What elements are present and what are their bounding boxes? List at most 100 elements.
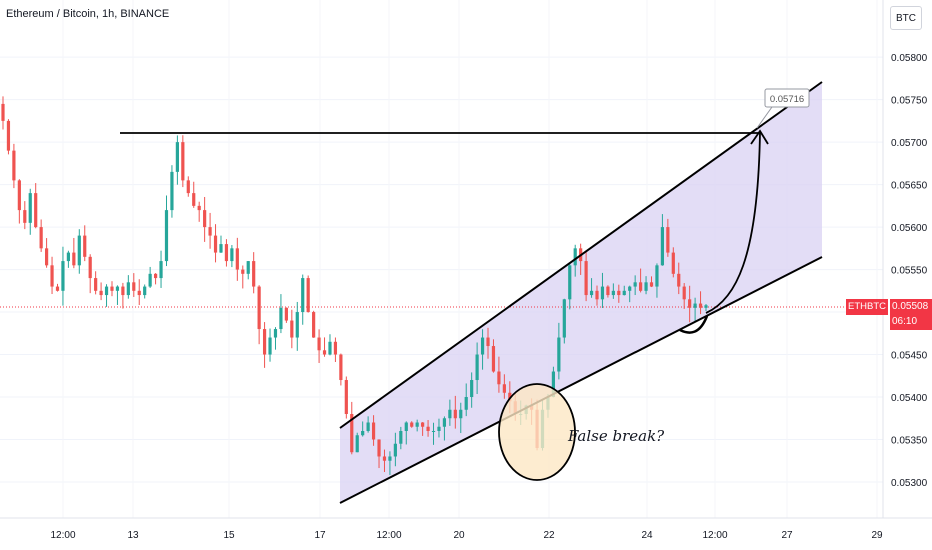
candle-body — [235, 248, 239, 270]
candle-body — [410, 422, 414, 427]
channel-upper-trendline[interactable] — [339, 81, 823, 429]
candle-body — [12, 150, 16, 181]
candle-body — [339, 354, 343, 381]
time-tick-label: 24 — [641, 530, 653, 541]
candle-body — [688, 299, 692, 308]
time-tick-label: 12:00 — [702, 530, 727, 541]
price-tick-label: 0.05300 — [891, 478, 928, 489]
time-tick-label: 17 — [314, 530, 326, 541]
candle-body — [34, 193, 38, 228]
candle-body — [633, 282, 637, 287]
candle-body — [350, 414, 354, 453]
time-tick-label: 13 — [127, 530, 139, 541]
candle-body — [502, 384, 506, 393]
candle-body — [268, 337, 272, 355]
candle-body — [655, 265, 659, 287]
candle-body — [290, 320, 294, 338]
candle-body — [486, 337, 490, 347]
candle-body — [497, 371, 501, 385]
candle-body — [88, 256, 92, 279]
candle-body — [606, 286, 610, 296]
candle-body — [115, 286, 120, 291]
candle-body — [644, 282, 648, 291]
candle-body — [421, 422, 425, 427]
candle-body — [344, 380, 348, 414]
ascending-channel-fill — [340, 82, 822, 503]
candle-body — [94, 278, 98, 291]
candle-body — [377, 439, 381, 457]
target-callout-pointer — [756, 106, 773, 129]
candle-body — [600, 286, 605, 300]
candle-body — [628, 286, 632, 291]
candle-body — [639, 282, 643, 291]
candle-body — [317, 337, 321, 351]
candle-body — [246, 261, 250, 274]
candle-body — [562, 299, 566, 338]
candle-body — [192, 193, 196, 206]
candle-body — [312, 312, 316, 338]
candle-body — [442, 418, 447, 427]
candle-body — [241, 269, 245, 274]
time-axis-labels: 12:00 13 15 17 12:00 20 22 24 12:00 27 29 — [50, 530, 883, 541]
candle-body — [666, 227, 670, 253]
candle-body — [589, 290, 594, 296]
candle-body — [480, 337, 485, 355]
candle-body — [704, 305, 708, 308]
price-axis-background — [883, 0, 932, 550]
candle-body — [426, 426, 430, 431]
candle-body — [393, 443, 397, 457]
candle-body — [99, 290, 103, 296]
currency-button[interactable]: BTC — [890, 6, 922, 30]
price-tick-label: 0.05350 — [891, 435, 928, 446]
candle-body — [328, 341, 332, 355]
time-tick-label: 20 — [453, 530, 465, 541]
last-price-value: 0.05508 — [892, 301, 929, 312]
price-tick-label: 0.05450 — [891, 351, 928, 362]
candle-body — [50, 265, 54, 287]
candle-body — [143, 286, 147, 296]
chart-gridlines — [0, 0, 883, 518]
candle-body — [698, 303, 703, 308]
candle-body — [682, 286, 686, 300]
time-tick-label: 27 — [781, 530, 793, 541]
candle-body — [219, 244, 223, 253]
candle-body — [573, 248, 577, 266]
candle-body — [77, 235, 81, 266]
candle-body — [660, 227, 665, 266]
pair-badge: ETHBTC — [846, 299, 888, 315]
candle-body — [437, 426, 441, 431]
candle-body — [295, 312, 299, 338]
candle-body — [453, 409, 457, 419]
candle-body — [568, 265, 572, 300]
candle-body — [279, 307, 283, 330]
time-tick-label: 29 — [871, 530, 883, 541]
candle-body — [224, 244, 229, 262]
false-break-circle[interactable] — [498, 383, 576, 481]
candle-body — [431, 430, 436, 432]
candle-body — [557, 337, 561, 372]
candle-body — [39, 227, 43, 249]
candle-body — [306, 278, 310, 313]
candle-body — [382, 456, 387, 461]
candle-body — [126, 282, 130, 296]
candle-body — [181, 142, 185, 181]
candle-body — [66, 252, 70, 262]
target-price-callout[interactable] — [764, 88, 810, 108]
price-tick-label: 0.05650 — [891, 181, 928, 192]
candle-body — [371, 422, 376, 440]
candle-body — [137, 290, 141, 296]
candle-body — [83, 235, 87, 257]
projection-arrow-curve[interactable] — [705, 131, 761, 314]
time-tick-label: 12:00 — [376, 530, 401, 541]
candle-body — [551, 371, 556, 398]
channel-lower-trendline[interactable] — [339, 256, 823, 504]
candle-body — [617, 290, 621, 296]
candle-body — [164, 210, 169, 262]
candle-body — [170, 171, 174, 211]
bar-countdown: 06:10 — [892, 316, 918, 327]
candle-body — [257, 286, 261, 330]
candle-body — [355, 435, 359, 453]
candle-body — [230, 248, 234, 262]
candle-body — [399, 430, 403, 444]
